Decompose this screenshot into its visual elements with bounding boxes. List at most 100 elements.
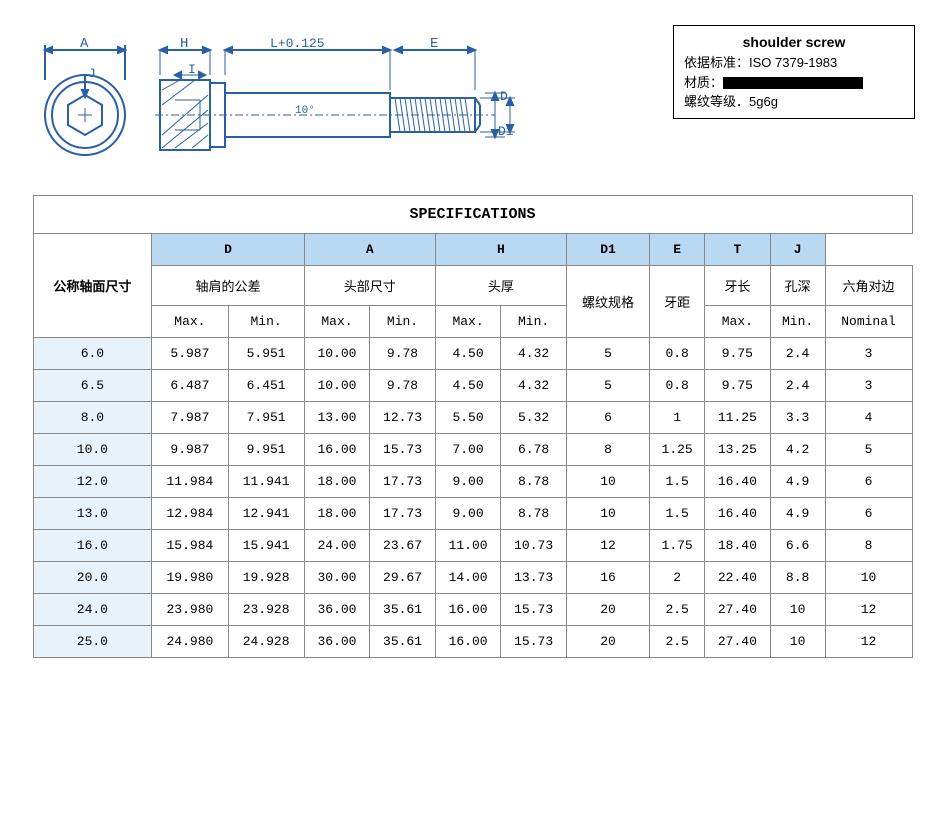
col-D: D xyxy=(152,234,304,266)
label-J: 六角对边 xyxy=(825,266,912,306)
table-row: 12.011.98411.94118.0017.739.008.78101.51… xyxy=(33,466,912,498)
cell-D_max: 23.980 xyxy=(152,594,228,626)
col-A: A xyxy=(304,234,435,266)
diagram-side-view: H L+0.125 E I xyxy=(150,35,520,165)
cell-D1: 20 xyxy=(566,594,649,626)
cell-D_min: 5.951 xyxy=(228,338,304,370)
cell-pitch: 2 xyxy=(650,562,705,594)
cell-H_min: 10.73 xyxy=(501,530,567,562)
cell-D_max: 5.987 xyxy=(152,338,228,370)
cell-D1: 10 xyxy=(566,466,649,498)
cell-T: 8.8 xyxy=(770,562,825,594)
cell-E: 9.75 xyxy=(705,338,771,370)
cell-J: 6 xyxy=(825,498,912,530)
cell-D_max: 7.987 xyxy=(152,402,228,434)
sub-Dmin: Min. xyxy=(228,306,304,338)
cell-H_min: 8.78 xyxy=(501,498,567,530)
cell-D_max: 6.487 xyxy=(152,370,228,402)
cell-H_max: 9.00 xyxy=(435,466,501,498)
cell-H_max: 4.50 xyxy=(435,370,501,402)
cell-size: 6.5 xyxy=(33,370,152,402)
cell-J: 3 xyxy=(825,338,912,370)
col-T: T xyxy=(705,234,771,266)
cell-H_max: 16.00 xyxy=(435,594,501,626)
label-D: D xyxy=(500,89,508,104)
label-T: 孔深 xyxy=(770,266,825,306)
label-angle: 10° xyxy=(295,105,315,117)
cell-T: 4.2 xyxy=(770,434,825,466)
cell-D_min: 23.928 xyxy=(228,594,304,626)
cell-size: 25.0 xyxy=(33,626,152,658)
cell-E: 11.25 xyxy=(705,402,771,434)
cell-T: 2.4 xyxy=(770,338,825,370)
cell-J: 10 xyxy=(825,562,912,594)
cell-A_min: 12.73 xyxy=(370,402,436,434)
cell-D_min: 11.941 xyxy=(228,466,304,498)
cell-A_max: 24.00 xyxy=(304,530,370,562)
label-E: 牙长 xyxy=(705,266,771,306)
table-row: 6.56.4876.45110.009.784.504.3250.89.752.… xyxy=(33,370,912,402)
cell-pitch: 1 xyxy=(650,402,705,434)
table-row: 20.019.98019.92830.0029.6714.0013.731622… xyxy=(33,562,912,594)
cell-J: 4 xyxy=(825,402,912,434)
cell-D_max: 15.984 xyxy=(152,530,228,562)
cell-pitch: 1.5 xyxy=(650,498,705,530)
table-title: SPECIFICATIONS xyxy=(33,196,912,234)
cell-A_max: 13.00 xyxy=(304,402,370,434)
sub-Amin: Min. xyxy=(370,306,436,338)
cell-D_max: 19.980 xyxy=(152,562,228,594)
cell-H_min: 4.32 xyxy=(501,338,567,370)
cell-pitch: 1.75 xyxy=(650,530,705,562)
technical-diagram: A J H xyxy=(30,25,673,165)
cell-D_min: 19.928 xyxy=(228,562,304,594)
cell-pitch: 1.25 xyxy=(650,434,705,466)
cell-D_max: 24.980 xyxy=(152,626,228,658)
cell-T: 10 xyxy=(770,626,825,658)
cell-T: 3.3 xyxy=(770,402,825,434)
cell-H_min: 13.73 xyxy=(501,562,567,594)
cell-pitch: 0.8 xyxy=(650,338,705,370)
label-J: J xyxy=(88,66,96,81)
cell-D_max: 12.984 xyxy=(152,498,228,530)
table-row: 16.015.98415.94124.0023.6711.0010.73121.… xyxy=(33,530,912,562)
sub-Tmin: Min. xyxy=(770,306,825,338)
table-row: 8.07.9877.95113.0012.735.505.326111.253.… xyxy=(33,402,912,434)
info-line-material: 材质： xyxy=(684,73,904,93)
cell-A_min: 17.73 xyxy=(370,498,436,530)
info-line-standard: 依据标准：ISO 7379-1983 xyxy=(684,53,904,73)
cell-T: 2.4 xyxy=(770,370,825,402)
cell-E: 18.40 xyxy=(705,530,771,562)
cell-size: 8.0 xyxy=(33,402,152,434)
cell-H_max: 7.00 xyxy=(435,434,501,466)
cell-D_min: 7.951 xyxy=(228,402,304,434)
cell-D_min: 6.451 xyxy=(228,370,304,402)
cell-A_min: 35.61 xyxy=(370,594,436,626)
cell-H_max: 14.00 xyxy=(435,562,501,594)
cell-D_min: 15.941 xyxy=(228,530,304,562)
cell-size: 24.0 xyxy=(33,594,152,626)
cell-size: 12.0 xyxy=(33,466,152,498)
label-D1: 螺纹规格 xyxy=(566,266,649,338)
cell-pitch: 2.5 xyxy=(650,594,705,626)
label-A: A xyxy=(80,36,89,52)
sub-Hmax: Max. xyxy=(435,306,501,338)
thread-section xyxy=(390,98,475,132)
cell-pitch: 1.5 xyxy=(650,466,705,498)
cell-H_min: 8.78 xyxy=(501,466,567,498)
cell-A_max: 30.00 xyxy=(304,562,370,594)
cell-E: 16.40 xyxy=(705,498,771,530)
col-J: J xyxy=(770,234,825,266)
cell-D1: 16 xyxy=(566,562,649,594)
cell-H_max: 5.50 xyxy=(435,402,501,434)
label-H: H xyxy=(180,36,188,52)
cell-E: 27.40 xyxy=(705,594,771,626)
cell-D1: 20 xyxy=(566,626,649,658)
cell-H_min: 4.32 xyxy=(501,370,567,402)
col-D1: D1 xyxy=(566,234,649,266)
cell-H_min: 5.32 xyxy=(501,402,567,434)
cell-H_min: 15.73 xyxy=(501,594,567,626)
cell-A_max: 10.00 xyxy=(304,338,370,370)
cell-J: 12 xyxy=(825,626,912,658)
cell-A_min: 23.67 xyxy=(370,530,436,562)
specifications-table: SPECIFICATIONS 公称轴面尺寸 D A H D1 E T J 轴肩的… xyxy=(33,195,913,658)
